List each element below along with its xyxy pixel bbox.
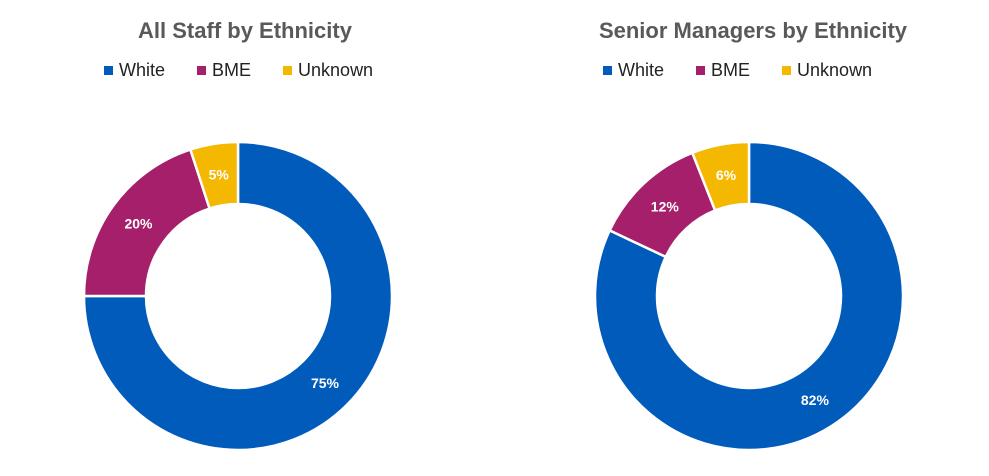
legend-label-white: White xyxy=(618,59,665,80)
data-label-white: 75% xyxy=(311,375,340,391)
chart-title-all-staff: All Staff by Ethnicity xyxy=(138,18,352,43)
legend-item-unknown: Unknown xyxy=(782,60,872,81)
legend-swatch-white xyxy=(104,65,113,75)
legend-all-staff: White BME Unknown xyxy=(104,59,373,81)
data-label-white: 82% xyxy=(801,392,830,408)
legend-label-bme: BME xyxy=(711,59,751,80)
legend-label-bme: BME xyxy=(212,59,252,80)
legend-swatch-bme xyxy=(696,65,706,75)
legend-item-bme: BME xyxy=(197,60,251,81)
legend-item-bme: BME xyxy=(696,60,750,81)
legend-item-white: White xyxy=(104,60,165,81)
data-label-unknown: 5% xyxy=(209,167,230,183)
slice-unknown xyxy=(188,140,240,211)
legend-label-white: White xyxy=(119,59,166,80)
data-label-bme: 20% xyxy=(124,216,153,232)
data-label-unknown: 6% xyxy=(716,167,737,183)
slice-unknown xyxy=(690,140,751,213)
donut-all-staff: 75% 20% 5% xyxy=(82,140,394,452)
legend-swatch-white xyxy=(603,65,612,75)
donut-senior-managers: 82% 12% 6% xyxy=(593,140,905,452)
legend-label-unknown: Unknown xyxy=(797,59,873,80)
legend-swatch-unknown xyxy=(782,65,792,75)
legend-item-unknown: Unknown xyxy=(283,60,373,81)
legend-swatch-bme xyxy=(197,65,207,75)
legend-swatch-unknown xyxy=(283,65,293,75)
slice-white xyxy=(593,140,905,452)
legend-senior-managers: White BME Unknown xyxy=(603,59,872,81)
slice-white xyxy=(82,140,394,452)
chart-title-senior-managers: Senior Managers by Ethnicity xyxy=(598,18,908,43)
data-label-bme: 12% xyxy=(651,198,680,214)
legend-label-unknown: Unknown xyxy=(298,59,374,80)
legend-item-white: White xyxy=(603,60,664,81)
